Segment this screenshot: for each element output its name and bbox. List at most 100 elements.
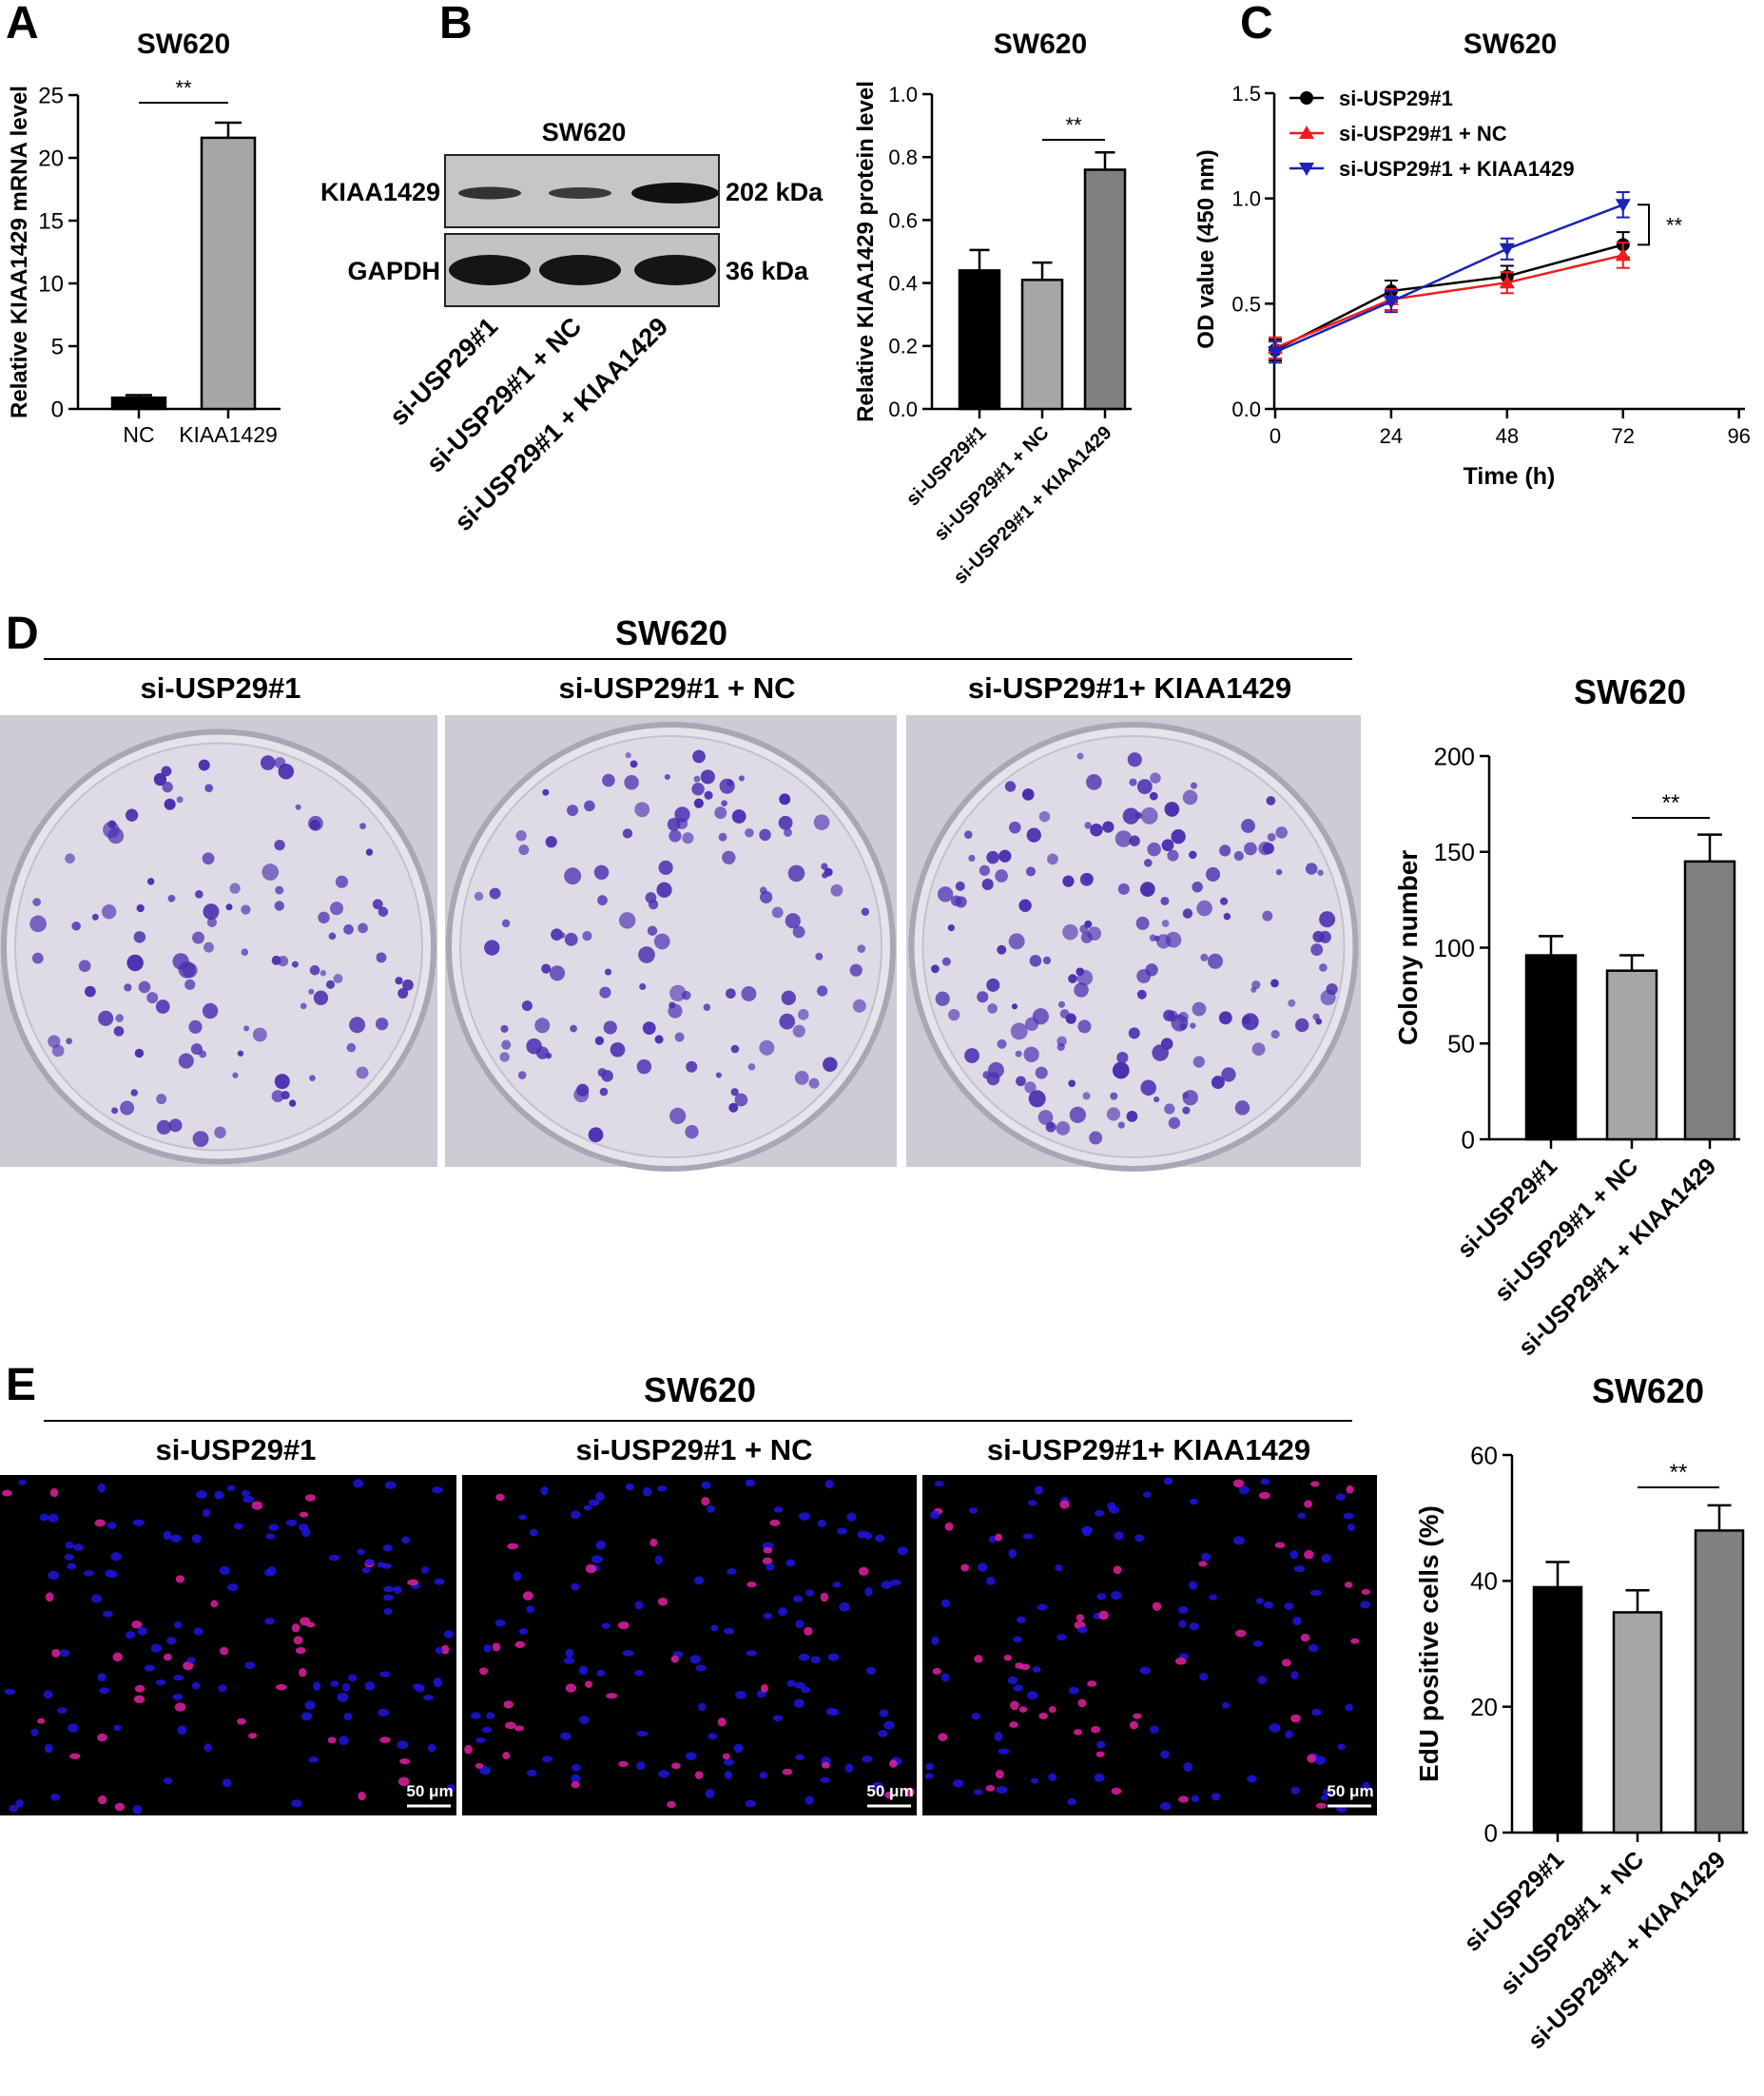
colony: [955, 881, 965, 891]
nucleus: [413, 1683, 421, 1690]
nucleus: [1300, 1633, 1310, 1642]
y-axis-label: OD value (450 nm): [1193, 149, 1219, 348]
y-tick-label: 0.0: [1231, 398, 1261, 421]
nucleus: [881, 1581, 893, 1589]
colony: [1089, 1131, 1103, 1145]
bar: [1694, 1529, 1745, 1834]
nucleus: [113, 1724, 122, 1732]
nucleus: [299, 1511, 309, 1518]
nucleus: [1055, 1564, 1063, 1572]
nucleus: [658, 1770, 670, 1778]
colony: [1077, 1019, 1092, 1034]
colony: [948, 1008, 960, 1021]
colony: [1319, 963, 1328, 972]
nucleus: [137, 1626, 148, 1636]
nucleus: [226, 1485, 236, 1491]
data-point: [1499, 275, 1515, 289]
colony: [241, 904, 251, 915]
nucleus: [698, 1702, 707, 1712]
nucleus: [361, 1566, 371, 1574]
nucleus: [769, 1519, 781, 1526]
colony: [397, 988, 409, 999]
colony: [979, 864, 991, 877]
nucleus: [1027, 1691, 1038, 1700]
nucleus: [1077, 1626, 1088, 1634]
blot-band-gapdh: [634, 255, 716, 285]
colony: [730, 1088, 739, 1097]
nucleus: [1247, 1775, 1257, 1783]
nucleus: [64, 1553, 74, 1561]
colony: [1136, 989, 1147, 999]
blot-band-kiaa1429: [458, 186, 521, 200]
nucleus: [30, 1728, 39, 1737]
colony: [1152, 1044, 1169, 1061]
nucleus: [1290, 1671, 1299, 1679]
nucleus: [1074, 1729, 1082, 1736]
nucleus: [1010, 1700, 1019, 1711]
nucleus: [495, 1493, 505, 1502]
nucleus: [1048, 1773, 1057, 1781]
colony: [1010, 1022, 1028, 1040]
nucleus: [304, 1494, 316, 1502]
colony: [274, 839, 285, 851]
colony: [271, 955, 281, 965]
colony: [1275, 868, 1283, 876]
nucleus: [267, 1566, 277, 1577]
nucleus: [542, 1756, 552, 1763]
nucleus: [173, 1621, 183, 1629]
colony: [1319, 930, 1331, 943]
nucleus: [995, 1533, 1003, 1542]
colony: [653, 933, 670, 950]
colony: [714, 806, 727, 820]
nucleus: [801, 1686, 811, 1694]
data-point: [1268, 346, 1283, 360]
y-tick-label: 0: [51, 398, 64, 423]
colony: [98, 1010, 114, 1026]
edu-background: [922, 1475, 1377, 1815]
nucleus: [502, 1752, 511, 1760]
colony: [120, 1100, 135, 1116]
y-tick-label: 15: [38, 209, 64, 235]
colony: [1057, 1000, 1065, 1008]
colony: [1270, 979, 1279, 988]
nucleus: [399, 1757, 411, 1765]
nucleus: [782, 1768, 793, 1776]
nucleus: [327, 1737, 337, 1744]
nucleus: [48, 1570, 60, 1581]
nucleus: [1307, 1754, 1316, 1763]
nucleus: [578, 1716, 590, 1724]
colony: [610, 1041, 626, 1058]
colony: [1028, 1090, 1046, 1108]
nucleus: [507, 1543, 518, 1550]
panel-letter-a: A: [6, 0, 39, 49]
colony: [968, 854, 976, 863]
significance-bracket: [1638, 204, 1650, 246]
nucleus: [844, 1763, 854, 1774]
colony: [1126, 1111, 1138, 1122]
colony: [195, 889, 204, 899]
nucleus: [846, 1512, 857, 1522]
nucleus: [420, 1566, 430, 1574]
colony: [1065, 1013, 1076, 1024]
nucleus: [778, 1607, 787, 1617]
nucleus: [1191, 1795, 1199, 1803]
colony: [588, 1127, 604, 1143]
nucleus: [132, 1519, 145, 1526]
colony: [658, 860, 673, 875]
nucleus: [295, 1646, 306, 1655]
nucleus: [670, 1655, 679, 1663]
nucleus: [1233, 1536, 1245, 1545]
nucleus: [824, 1480, 834, 1489]
colony: [1102, 821, 1115, 833]
nucleus: [264, 1618, 275, 1625]
nucleus: [1015, 1662, 1024, 1669]
nucleus: [526, 1605, 535, 1614]
colony: [1147, 842, 1161, 857]
nucleus: [1360, 1601, 1371, 1609]
nucleus: [1068, 1686, 1079, 1695]
x-tick-label: 72: [1612, 424, 1635, 448]
nucleus: [827, 1653, 840, 1661]
colony: [51, 1044, 65, 1058]
colony: [728, 1102, 739, 1113]
